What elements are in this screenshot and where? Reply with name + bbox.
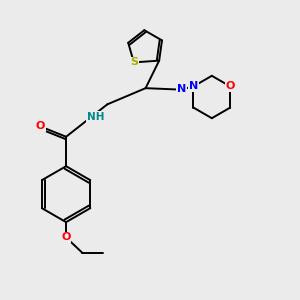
Text: NH: NH [87,112,104,122]
Text: S: S [130,57,138,68]
Text: N: N [177,84,186,94]
Text: O: O [61,232,71,242]
Text: N: N [189,81,198,92]
Text: O: O [36,122,45,131]
Text: O: O [226,81,235,92]
